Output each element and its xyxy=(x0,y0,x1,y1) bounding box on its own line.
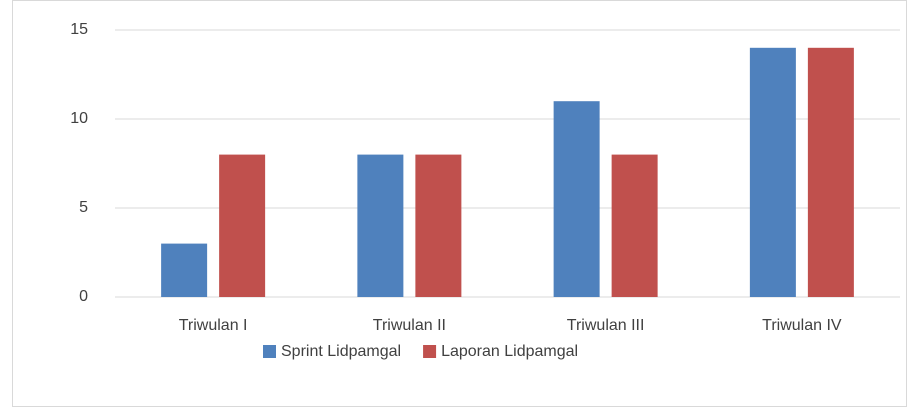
y-tick-label: 5 xyxy=(79,199,88,216)
y-tick-label: 15 xyxy=(70,21,88,38)
x-tick-label: Triwulan III xyxy=(567,317,645,334)
legend-swatch xyxy=(423,345,437,358)
bar xyxy=(161,243,208,297)
bar xyxy=(415,154,462,297)
y-tick-label: 0 xyxy=(79,288,88,305)
legend-swatch xyxy=(263,345,276,358)
bar xyxy=(553,101,600,297)
x-tick-label: Triwulan IV xyxy=(762,317,842,334)
legend-label: Laporan Lidpamgal xyxy=(441,343,578,360)
bar xyxy=(219,154,266,297)
legend-label: Sprint Lidpamgal xyxy=(281,343,401,360)
chart-border xyxy=(12,0,907,407)
bar xyxy=(807,47,854,297)
bar xyxy=(357,154,404,297)
x-tick-label: Triwulan I xyxy=(179,317,248,334)
bar xyxy=(611,154,658,297)
y-tick-label: 10 xyxy=(70,110,88,127)
bar xyxy=(749,47,796,297)
x-tick-label: Triwulan II xyxy=(373,317,446,334)
